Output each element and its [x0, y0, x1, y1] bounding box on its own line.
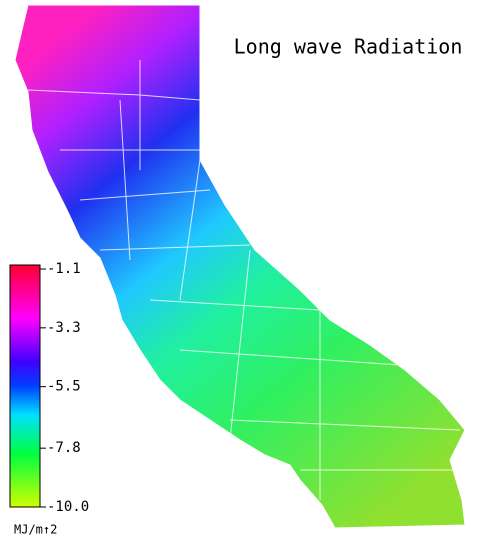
colorbar-tick-label: -10.0: [47, 499, 89, 515]
colorbar-unit: MJ/m↑2: [14, 523, 57, 537]
state-shape: [14, 4, 466, 529]
colorbar-tick-label: -1.1: [47, 261, 81, 277]
colorbar-tick-label: -3.3: [47, 320, 81, 336]
county-lines: [27, 60, 461, 500]
map-title: Long wave Radiation: [234, 35, 463, 59]
colorbar: [9, 264, 41, 508]
colorbar-tick-label: -5.5: [47, 379, 81, 395]
colorbar-tick-label: -7.8: [47, 440, 81, 456]
